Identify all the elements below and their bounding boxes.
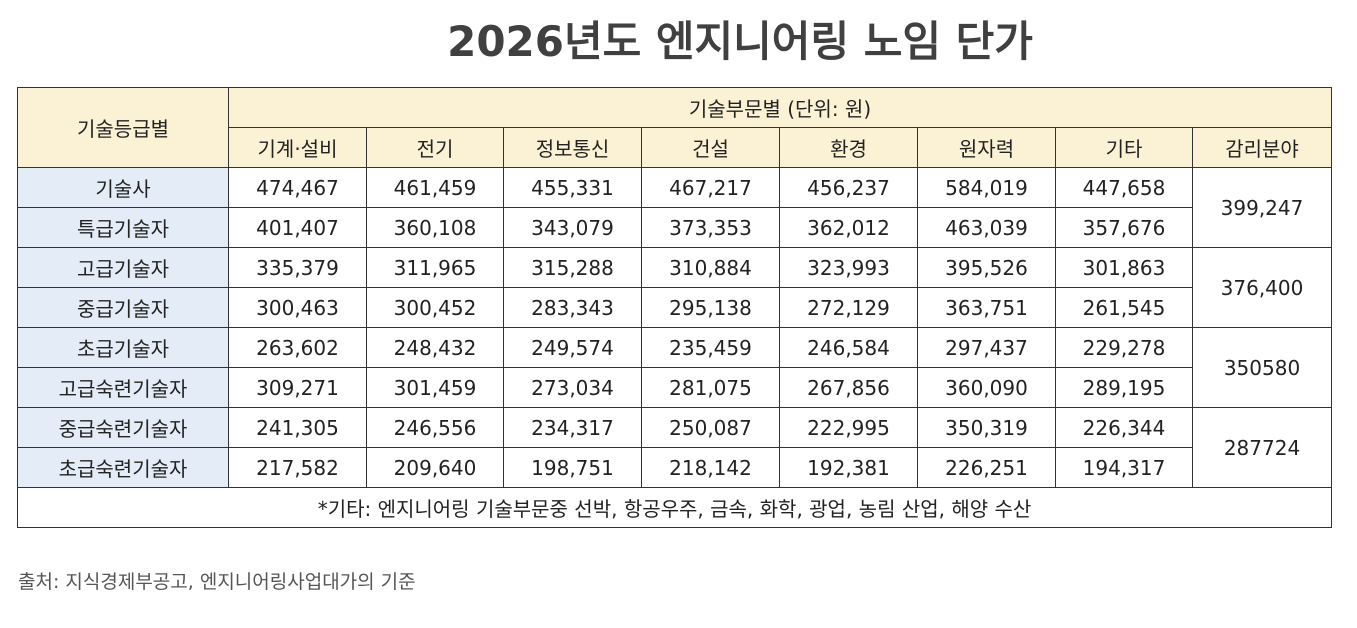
header-row: 기계·설비 전기 정보통신 건설 환경 원자력 기타 감리분야 bbox=[18, 127, 1333, 168]
value-cell: 474,467 bbox=[228, 167, 367, 208]
value-cell: 373,353 bbox=[641, 207, 780, 248]
column-header: 환경 bbox=[779, 127, 918, 168]
value-cell: 194,317 bbox=[1055, 447, 1193, 488]
data-row: 특급기술자 401,407 360,108 343,079 373,353 362,012… bbox=[17, 207, 1332, 248]
value-cell: 362,012 bbox=[779, 207, 918, 248]
value-cell: 235,459 bbox=[641, 327, 780, 368]
value-cell: 209,640 bbox=[366, 447, 504, 488]
corner-header: 기술등급별 bbox=[17, 87, 229, 168]
value-cell: 263,602 bbox=[228, 327, 367, 368]
footnote: *기타: 엔지니어링 기술부문중 선박, 항공우주, 금속, 화학, 광업, 농… bbox=[16, 487, 1333, 528]
data-row: 기술사 474,467 461,459 455,331 467,217 456,237 58… bbox=[17, 167, 1333, 248]
value-cell: 401,407 bbox=[228, 207, 367, 248]
column-header: 정보통신 bbox=[503, 127, 642, 168]
supervision-cell: 376,400 bbox=[1191, 247, 1333, 328]
grade-cell: 초급숙련기술자 bbox=[17, 447, 229, 488]
value-cell: 311,965 bbox=[366, 247, 504, 288]
title: 2026년도 엔지니어링 노임 단가 bbox=[447, 17, 1033, 66]
value-cell: 350,319 bbox=[917, 407, 1056, 448]
value-cell: 447,658 bbox=[1055, 167, 1193, 208]
value-cell: 241,305 bbox=[228, 407, 367, 448]
value-cell: 310,884 bbox=[641, 247, 780, 288]
value-cell: 267,856 bbox=[779, 367, 918, 408]
value-cell: 363,751 bbox=[917, 287, 1056, 328]
value-cell: 323,993 bbox=[779, 247, 918, 288]
column-header: 건설 bbox=[641, 127, 780, 168]
value-cell: 250,087 bbox=[641, 407, 780, 448]
data-row: 초급숙련기술자 217,582 209,640 198,751 218,142 192,3… bbox=[17, 447, 1332, 488]
value-cell: 198,751 bbox=[503, 447, 642, 488]
data-row: 중급기술자 300,463 300,452 283,343 295,138 272,129… bbox=[17, 287, 1332, 328]
column-header: 원자력 bbox=[917, 127, 1056, 168]
value-cell: 584,019 bbox=[917, 167, 1056, 208]
column-header: 감리분야 bbox=[1191, 127, 1333, 168]
value-cell: 246,584 bbox=[779, 327, 918, 368]
value-cell: 261,545 bbox=[1055, 287, 1193, 328]
supervision-cell: 350580 bbox=[1191, 327, 1333, 408]
value-cell: 226,251 bbox=[917, 447, 1056, 488]
value-cell: 226,344 bbox=[1055, 407, 1193, 448]
grade-cell: 중급기술자 bbox=[17, 287, 229, 328]
header-row: 기술등급별 기술부문별 (단위: 원) bbox=[17, 87, 1333, 168]
column-header: 기계·설비 bbox=[228, 127, 367, 168]
supervision-cell: 287724 bbox=[1191, 407, 1333, 488]
value-cell: 222,995 bbox=[779, 407, 918, 448]
value-cell: 289,195 bbox=[1055, 367, 1193, 408]
value-cell: 273,034 bbox=[503, 367, 642, 408]
value-cell: 357,676 bbox=[1055, 207, 1193, 248]
value-cell: 249,574 bbox=[503, 327, 642, 368]
data-row: 중급숙련기술자 241,305 246,556 234,317 250,087 222,9… bbox=[17, 407, 1333, 488]
value-cell: 335,379 bbox=[228, 247, 367, 288]
value-cell: 283,343 bbox=[503, 287, 642, 328]
supervision-cell: 399,247 bbox=[1191, 167, 1333, 248]
value-cell: 467,217 bbox=[641, 167, 780, 208]
column-header: 전기 bbox=[366, 127, 504, 168]
grade-cell: 고급기술자 bbox=[17, 247, 229, 288]
grade-cell: 고급숙련기술자 bbox=[17, 367, 229, 408]
value-cell: 300,452 bbox=[366, 287, 504, 328]
grade-cell: 중급숙련기술자 bbox=[17, 407, 229, 448]
value-cell: 218,142 bbox=[641, 447, 780, 488]
value-cell: 295,138 bbox=[641, 287, 780, 328]
value-cell: 229,278 bbox=[1055, 327, 1193, 368]
value-cell: 301,863 bbox=[1055, 247, 1193, 288]
value-cell: 248,432 bbox=[366, 327, 504, 368]
value-cell: 246,556 bbox=[366, 407, 504, 448]
column-header: 기타 bbox=[1055, 127, 1193, 168]
value-cell: 300,463 bbox=[228, 287, 367, 328]
grade-cell: 특급기술자 bbox=[17, 207, 229, 248]
value-cell: 461,459 bbox=[366, 167, 504, 208]
value-cell: 315,288 bbox=[503, 247, 642, 288]
group-header: 기술부문별 (단위: 원) bbox=[227, 87, 1333, 128]
value-cell: 192,381 bbox=[779, 447, 918, 488]
data-row: 고급기술자 335,379 311,965 315,288 310,884 323,993… bbox=[17, 247, 1333, 328]
grade-cell: 기술사 bbox=[17, 167, 229, 208]
value-cell: 272,129 bbox=[779, 287, 918, 328]
value-cell: 463,039 bbox=[917, 207, 1056, 248]
value-cell: 343,079 bbox=[503, 207, 642, 248]
value-cell: 360,108 bbox=[366, 207, 504, 248]
value-cell: 297,437 bbox=[917, 327, 1056, 368]
value-cell: 309,271 bbox=[228, 367, 367, 408]
value-cell: 360,090 bbox=[917, 367, 1056, 408]
data-row: 고급숙련기술자 309,271 301,459 273,034 281,075 267,8… bbox=[17, 367, 1332, 408]
footnote-row: *기타: 엔지니어링 기술부문중 선박, 항공우주, 금속, 화학, 광업, 농… bbox=[16, 487, 1333, 528]
source: 출처: 지식경제부공고, 엔지니어링사업대가의 기준 bbox=[18, 571, 416, 593]
value-cell: 456,237 bbox=[779, 167, 918, 208]
value-cell: 234,317 bbox=[503, 407, 642, 448]
wage-table: 기술등급별 기술부문별 (단위: 원) 기계·설비 전기 정보통신 건설 환경 원자력 기타 감리… bbox=[16, 87, 1333, 528]
value-cell: 281,075 bbox=[641, 367, 780, 408]
value-cell: 395,526 bbox=[917, 247, 1056, 288]
value-cell: 301,459 bbox=[366, 367, 504, 408]
value-cell: 455,331 bbox=[503, 167, 642, 208]
value-cell: 217,582 bbox=[228, 447, 367, 488]
data-row: 초급기술자 263,602 248,432 249,574 235,459 246,584… bbox=[17, 327, 1333, 408]
grade-cell: 초급기술자 bbox=[17, 327, 229, 368]
